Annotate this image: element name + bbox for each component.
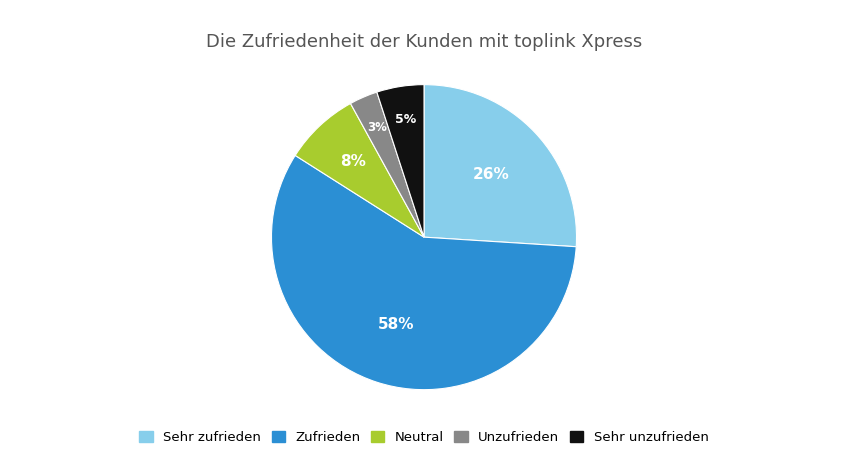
Text: 8%: 8% xyxy=(340,154,366,169)
Wedge shape xyxy=(350,92,424,237)
Text: 26%: 26% xyxy=(472,167,509,182)
Wedge shape xyxy=(377,85,424,237)
Wedge shape xyxy=(295,104,424,237)
Text: Die Zufriedenheit der Kunden mit toplink Xpress: Die Zufriedenheit der Kunden mit toplink… xyxy=(206,33,642,51)
Legend: Sehr zufrieden, Zufrieden, Neutral, Unzufrieden, Sehr unzufrieden: Sehr zufrieden, Zufrieden, Neutral, Unzu… xyxy=(139,431,709,444)
Text: 58%: 58% xyxy=(377,317,414,332)
Wedge shape xyxy=(271,155,577,390)
Text: 5%: 5% xyxy=(395,113,416,126)
Text: 3%: 3% xyxy=(367,121,387,134)
Wedge shape xyxy=(424,85,577,247)
